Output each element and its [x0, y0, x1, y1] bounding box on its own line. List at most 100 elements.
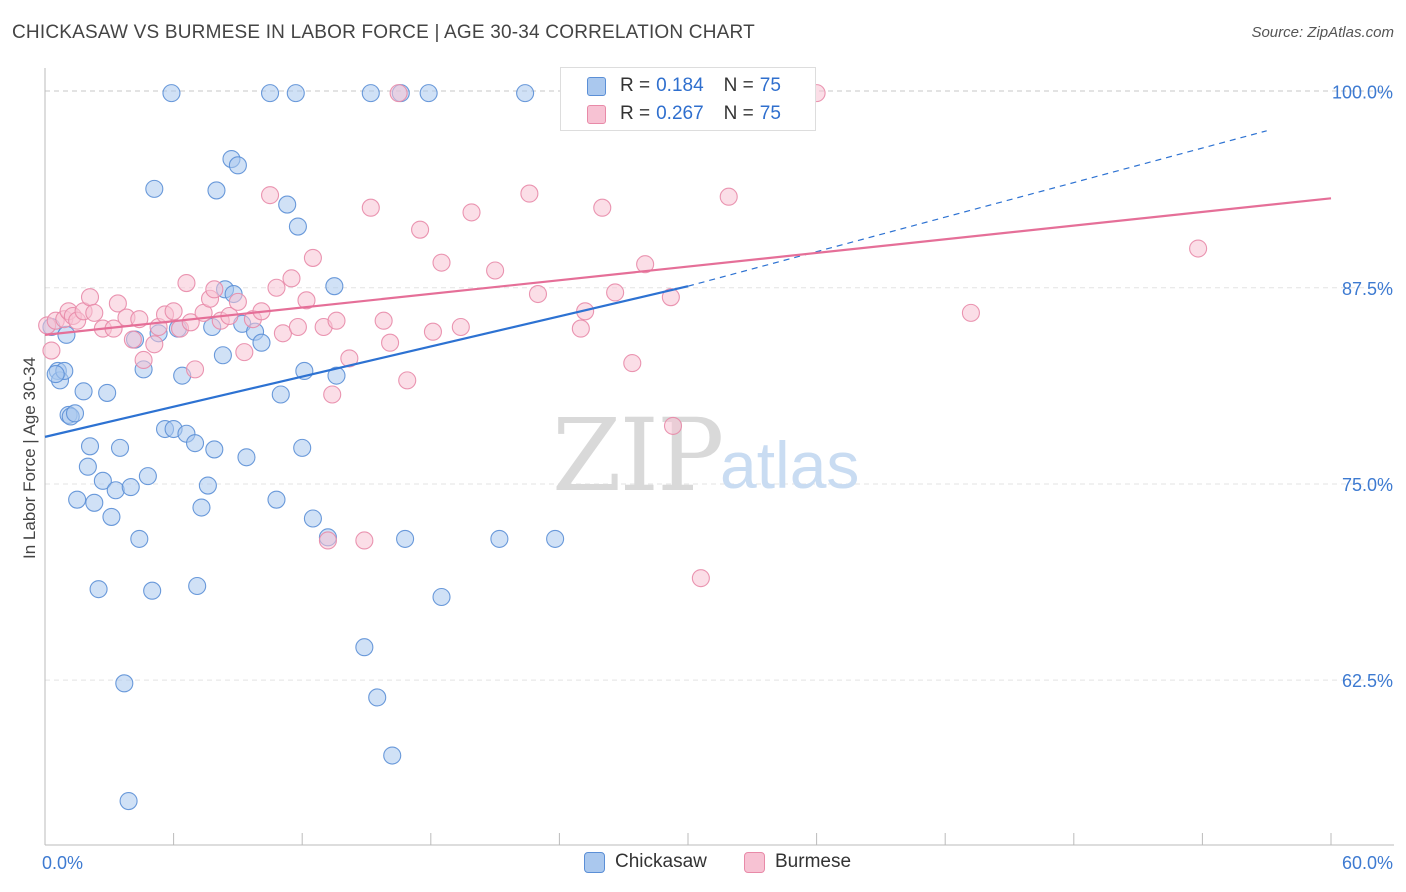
chickasaw-point: [327, 366, 346, 385]
chart-source: Source: ZipAtlas.com: [1251, 24, 1394, 41]
legend-item-burmese: Burmese: [744, 851, 851, 873]
chickasaw-point: [119, 791, 138, 811]
burmese-point: [164, 302, 183, 321]
burmese-point: [85, 303, 104, 322]
burmese-point: [123, 330, 142, 349]
burmese-point: [451, 317, 470, 337]
axes: [44, 68, 1394, 846]
legend-r-label: R =: [620, 103, 651, 124]
chickasaw-point: [213, 346, 232, 365]
burmese-point: [462, 203, 481, 222]
chickasaw-point: [78, 457, 97, 476]
burmese-point: [134, 350, 153, 370]
legend-r-value: 0.267: [656, 103, 704, 124]
legend-n-label: N =: [723, 103, 754, 124]
burmese-point: [282, 269, 301, 288]
chickasaw-point: [419, 84, 438, 103]
y-tick-label: 100.0%: [1332, 83, 1393, 103]
legend-row-chickasaw: R = 0.184 N = 75: [587, 72, 781, 100]
trend-lines: [44, 130, 1332, 438]
watermark: ZIP atlas: [552, 397, 859, 514]
burmese-point: [355, 531, 374, 550]
chickasaw-point: [57, 325, 76, 344]
chickasaw-point: [46, 365, 65, 384]
chickasaw-point: [115, 674, 134, 693]
chickasaw-point: [80, 437, 100, 456]
burmese-point: [398, 371, 417, 390]
chickasaw-point: [278, 195, 297, 214]
legend-label-burmese: Burmese: [775, 851, 852, 872]
burmese-point: [374, 311, 393, 330]
legend-r-value: 0.184: [656, 75, 704, 96]
burmese-point: [381, 333, 400, 352]
chickasaw-point: [98, 383, 117, 402]
chickasaw-point: [546, 529, 565, 548]
chickasaw-point: [325, 277, 344, 296]
watermark-atlas: atlas: [720, 428, 859, 502]
chickasaw-point: [516, 84, 535, 103]
burmese-point: [961, 303, 980, 322]
chickasaw-point: [93, 471, 112, 490]
burmese-swatch: [744, 851, 765, 873]
chickasaw-point: [490, 529, 509, 548]
legend-label-chickasaw: Chickasaw: [615, 851, 707, 872]
chickasaw-point: [271, 385, 290, 404]
x-tick-label: 0.0%: [42, 853, 83, 873]
burmese-trend-line: [44, 197, 1332, 336]
burmese-point: [42, 341, 61, 360]
burmese-point: [691, 569, 710, 588]
y-tick-label: 62.5%: [1342, 671, 1393, 691]
chickasaw-point: [207, 181, 226, 200]
burmese-point: [185, 360, 205, 379]
chickasaw-swatch: [587, 76, 606, 96]
burmese-point: [267, 278, 286, 297]
y-axis-title: In Labor Force | Age 30-34: [20, 357, 39, 559]
chickasaw-point: [65, 404, 85, 423]
burmese-point: [273, 324, 292, 343]
burmese-point: [486, 261, 505, 280]
chickasaw-point: [192, 498, 211, 517]
chickasaw-point: [89, 580, 108, 599]
burmese-point: [145, 335, 164, 354]
chickasaw-point: [260, 84, 280, 103]
chickasaw-point: [237, 448, 256, 467]
burmese-point: [606, 283, 625, 302]
y-tick-label: 87.5%: [1342, 279, 1393, 299]
legend-n-value: 75: [759, 103, 781, 124]
burmese-point: [593, 198, 612, 217]
burmese-point: [108, 294, 127, 313]
burmese-point: [80, 288, 100, 307]
y-tick-label: 75.0%: [1342, 475, 1393, 495]
chickasaw-point: [185, 434, 205, 453]
watermark-zip: ZIP: [552, 397, 722, 514]
chickasaw-point: [288, 217, 307, 236]
burmese-point: [361, 198, 380, 217]
chickasaw-point: [130, 529, 149, 548]
chickasaw-point: [162, 84, 181, 103]
burmese-point: [327, 311, 346, 330]
burmese-point: [571, 319, 590, 338]
burmese-point: [528, 284, 548, 304]
chickasaw-point: [85, 493, 104, 512]
burmese-point: [636, 255, 655, 274]
legend-n-value: 75: [759, 75, 781, 96]
burmese-point: [323, 385, 342, 404]
chickasaw-point: [293, 438, 312, 457]
chickasaw-point: [383, 746, 402, 765]
series-legend: Chickasaw Burmese: [0, 851, 1406, 879]
burmese-point: [1189, 239, 1208, 258]
chickasaw-point: [361, 84, 380, 103]
burmese-point: [340, 349, 359, 368]
chickasaw-point: [267, 490, 286, 509]
chickasaw-point: [198, 476, 217, 495]
burmese-point: [520, 184, 539, 203]
chickasaw-point: [121, 478, 140, 497]
burmese-point: [623, 354, 642, 373]
chickasaw-point: [368, 688, 387, 707]
burmese-point: [177, 273, 196, 293]
legend-row-burmese: R = 0.267 N = 75: [587, 100, 781, 128]
chickasaw-point: [432, 587, 451, 607]
burmese-point: [663, 416, 683, 435]
burmese-swatch: [587, 104, 606, 124]
